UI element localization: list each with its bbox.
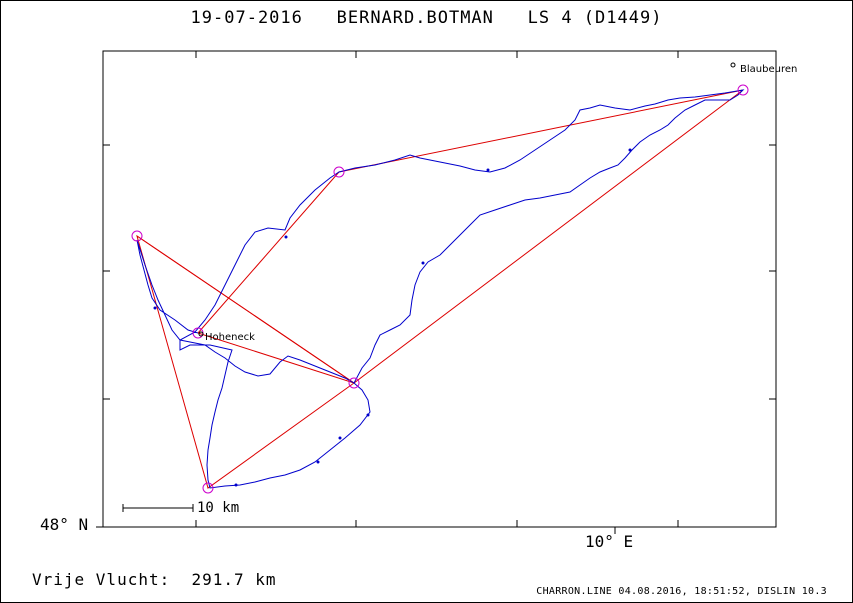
distance-value: 291.7 km: [191, 570, 277, 589]
place-marker-hoheneck: [198, 331, 204, 337]
page-title: 19-07-2016 BERNARD.BOTMAN LS 4 (D1449): [0, 8, 853, 28]
longitude-label: 10° E: [585, 532, 634, 551]
axis-ticks: [96, 51, 776, 534]
distance-summary: Vrije Vlucht: 291.7 km: [32, 570, 277, 589]
place-label-blaubeuren: Blaubeuren: [740, 64, 797, 75]
turnpoint-marker: [348, 377, 360, 389]
distance-label: Vrije Vlucht:: [32, 570, 171, 589]
place-label-hoheneck: Hoheneck: [205, 332, 255, 343]
software-credit: CHARRON.LINE 04.08.2016, 18:51:52, DISLI…: [536, 586, 827, 597]
turnpoint-marker: [131, 230, 143, 242]
scale-label: 10 km: [197, 500, 240, 516]
glider-id: LS 4 (D1449): [527, 8, 663, 28]
map-border: [102, 50, 777, 528]
flight-date: 19-07-2016: [190, 8, 303, 28]
scale-bar: [122, 504, 194, 512]
track-markers: [153, 148, 632, 487]
pilot-name: BERNARD.BOTMAN: [336, 8, 494, 28]
task-lines: [136, 89, 744, 489]
latitude-label: 48° N: [40, 515, 89, 534]
flight-track: [136, 89, 745, 489]
turnpoint-marker: [737, 84, 749, 96]
turnpoint-marker: [333, 166, 345, 178]
place-marker-blaubeuren: [730, 62, 736, 68]
turnpoints: [131, 84, 749, 494]
turnpoint-marker: [202, 482, 214, 494]
